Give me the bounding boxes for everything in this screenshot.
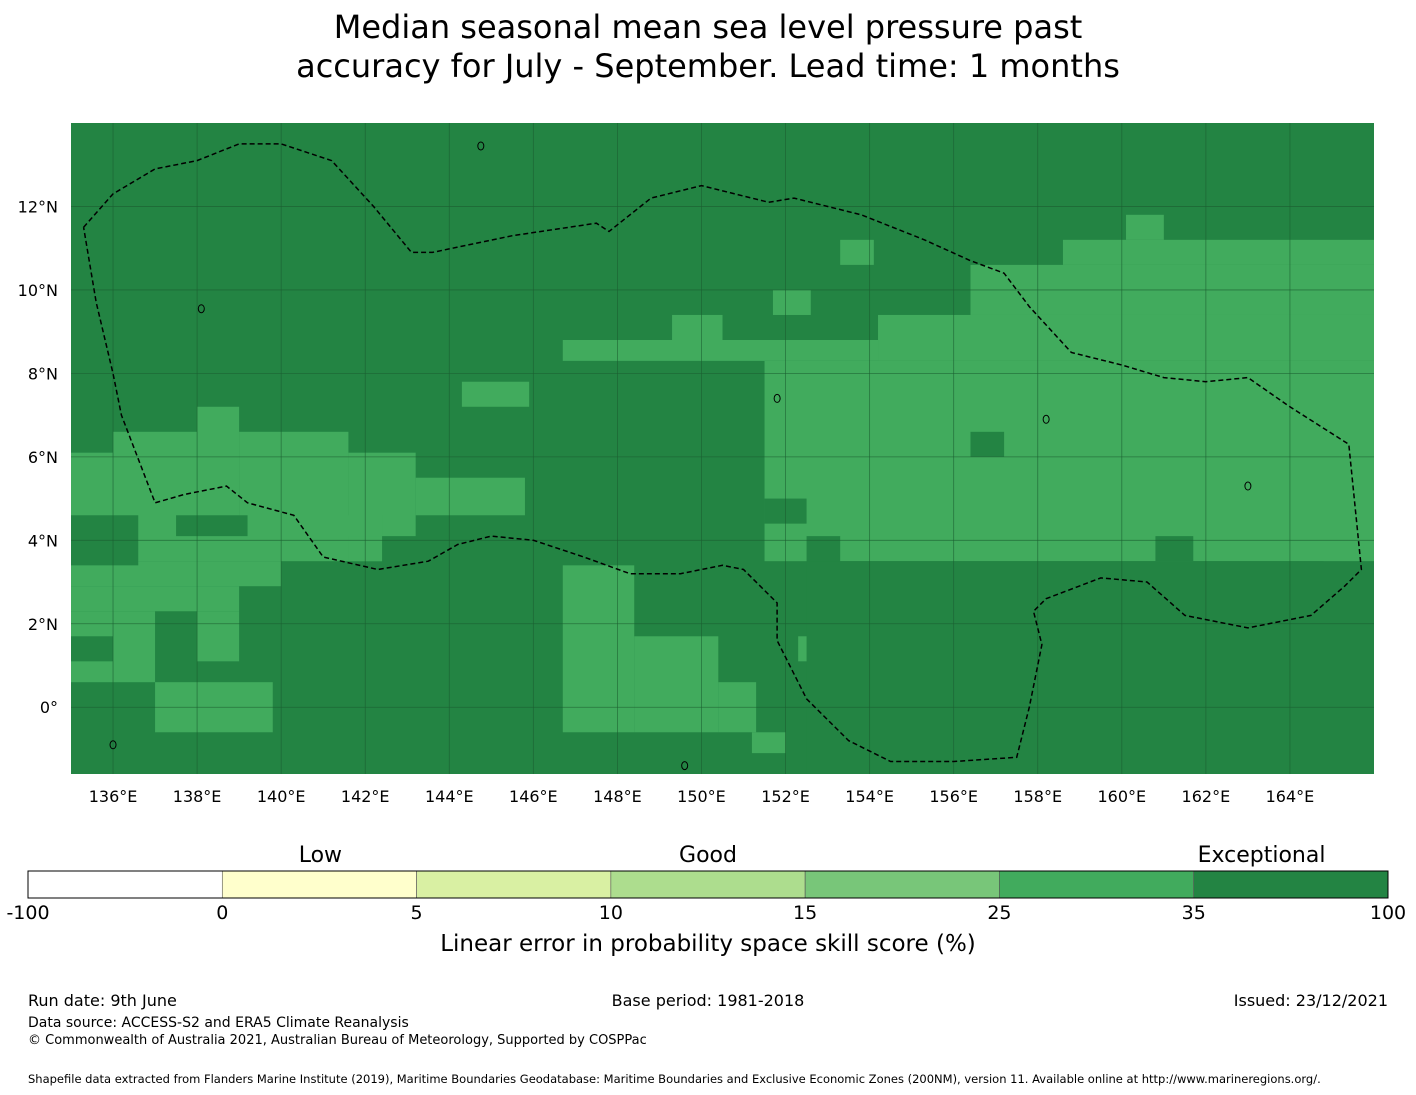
lon-tick-label: 156°E xyxy=(929,787,978,806)
longitude-axis: 136°E 138°E 140°E 142°E 144°E 146°E 148°E 150°E… xyxy=(89,787,1315,806)
lon-tick-label: 160°E xyxy=(1097,787,1146,806)
data-source: Data source: ACCESS-S2 and ERA5 Climate … xyxy=(28,1015,409,1031)
skill-cell-very-good xyxy=(840,239,874,265)
lon-tick-label: 148°E xyxy=(593,787,642,806)
skill-cell-exceptional xyxy=(806,561,1374,774)
island-outline xyxy=(55,390,61,398)
colorbar-category-label: Low xyxy=(298,843,343,868)
lon-tick-label: 158°E xyxy=(1013,787,1062,806)
colorbar-bin xyxy=(999,870,1195,899)
lon-tick-label: 146°E xyxy=(509,787,558,806)
skill-cell-very-good xyxy=(113,611,156,683)
skill-cell-very-good xyxy=(1062,239,1374,265)
skill-cell-very-good xyxy=(461,381,530,407)
island-outline xyxy=(109,740,117,750)
lon-tick-label: 164°E xyxy=(1266,787,1315,806)
skill-cell-very-good xyxy=(71,561,282,587)
base-period: Base period: 1981-2018 xyxy=(611,991,805,1010)
island-outline xyxy=(1042,414,1050,424)
skill-cell-very-good xyxy=(764,360,1374,562)
latitude-axis: 12°N 10°N 8°N 6°N 4°N 2°N 0° xyxy=(18,197,58,717)
island-outline xyxy=(197,304,205,314)
colorbar xyxy=(27,870,1389,899)
colorbar-tick-label: 15 xyxy=(793,902,818,924)
skill-cell-very-good xyxy=(878,314,1374,361)
lat-tick-label: 12°N xyxy=(18,197,58,216)
chart-title: Median seasonal mean sea level pressure … xyxy=(0,8,1416,86)
colorbar-label: Linear error in probability space skill … xyxy=(440,931,976,957)
title-line-2: accuracy for July - September. Lead time… xyxy=(296,47,1120,85)
colorbar-category-label: Good xyxy=(679,843,737,868)
colorbar-tick-label: 5 xyxy=(410,902,423,924)
issued-date: Issued: 23/12/2021 xyxy=(1233,991,1388,1010)
lon-tick-label: 154°E xyxy=(845,787,894,806)
skill-cell-very-good xyxy=(71,586,240,612)
exceptional-skill-layer xyxy=(71,431,1374,774)
lon-tick-label: 150°E xyxy=(677,787,726,806)
lon-tick-label: 144°E xyxy=(425,787,474,806)
lon-tick-label: 162°E xyxy=(1182,787,1231,806)
lon-tick-label: 142°E xyxy=(341,787,390,806)
island-outline xyxy=(773,393,781,403)
skill-cell-very-good xyxy=(562,340,723,361)
skill-cell-very-good xyxy=(634,636,719,733)
colorbar-category-label: Exceptional xyxy=(1197,843,1326,868)
coastlines xyxy=(55,141,1252,771)
island-outline xyxy=(477,141,485,151)
lat-tick-label: 6°N xyxy=(28,448,58,467)
skill-cell-very-good xyxy=(197,406,240,537)
skill-cell-very-good xyxy=(672,314,723,340)
colorbar-bin xyxy=(221,870,417,899)
colorbar-tick-label: 0 xyxy=(216,902,229,924)
lat-tick-label: 8°N xyxy=(28,364,58,383)
lat-tick-label: 10°N xyxy=(18,281,58,300)
skill-cell-very-good xyxy=(751,732,786,754)
colorbar-bin xyxy=(1193,870,1389,899)
eez-boundary-line xyxy=(82,143,1363,763)
lon-tick-label: 140°E xyxy=(257,787,306,806)
copyright: © Commonwealth of Australia 2021, Austra… xyxy=(28,1033,647,1048)
colorbar-bin xyxy=(27,870,223,899)
skill-cell-very-good xyxy=(1126,214,1164,240)
colorbar-bin xyxy=(804,870,1000,899)
colorbar-bin xyxy=(416,870,612,899)
title-line-1: Median seasonal mean sea level pressure … xyxy=(333,8,1083,46)
skill-cell-very-good xyxy=(197,611,240,662)
lat-tick-label: 2°N xyxy=(28,615,58,634)
skill-cell-very-good xyxy=(722,340,879,361)
skill-cell-very-good xyxy=(562,565,635,733)
run-date: Run date: 9th June xyxy=(28,991,177,1010)
skill-cell-exceptional xyxy=(176,515,248,537)
colorbar-tick-label: -100 xyxy=(6,902,50,924)
skill-cell-very-good xyxy=(415,477,525,516)
skill-cell-exceptional xyxy=(1155,536,1194,562)
skill-cell-exceptional xyxy=(970,431,1005,457)
colorbar-tick-label: 35 xyxy=(1181,902,1206,924)
island-outline xyxy=(1244,481,1252,491)
lat-tick-label: 4°N xyxy=(28,531,58,550)
lon-tick-label: 136°E xyxy=(89,787,138,806)
skill-cell-very-good xyxy=(71,661,114,683)
shapefile-credit: Shapefile data extracted from Flanders M… xyxy=(28,1072,1321,1086)
colorbar-tick-label: 10 xyxy=(598,902,623,924)
colorbar-tick-label: 100 xyxy=(1369,902,1407,924)
lon-tick-label: 138°E xyxy=(173,787,222,806)
skill-cell-very-good xyxy=(772,289,811,315)
lat-tick-label: 0° xyxy=(40,698,58,717)
colorbar-bin xyxy=(610,870,806,899)
skill-cell-exceptional xyxy=(806,536,841,566)
colorbar-frame xyxy=(27,870,1389,899)
island-outline xyxy=(681,761,689,771)
gridlines xyxy=(71,123,1374,774)
colorbar-tick-label: 25 xyxy=(987,902,1012,924)
lon-tick-label: 152°E xyxy=(761,787,810,806)
